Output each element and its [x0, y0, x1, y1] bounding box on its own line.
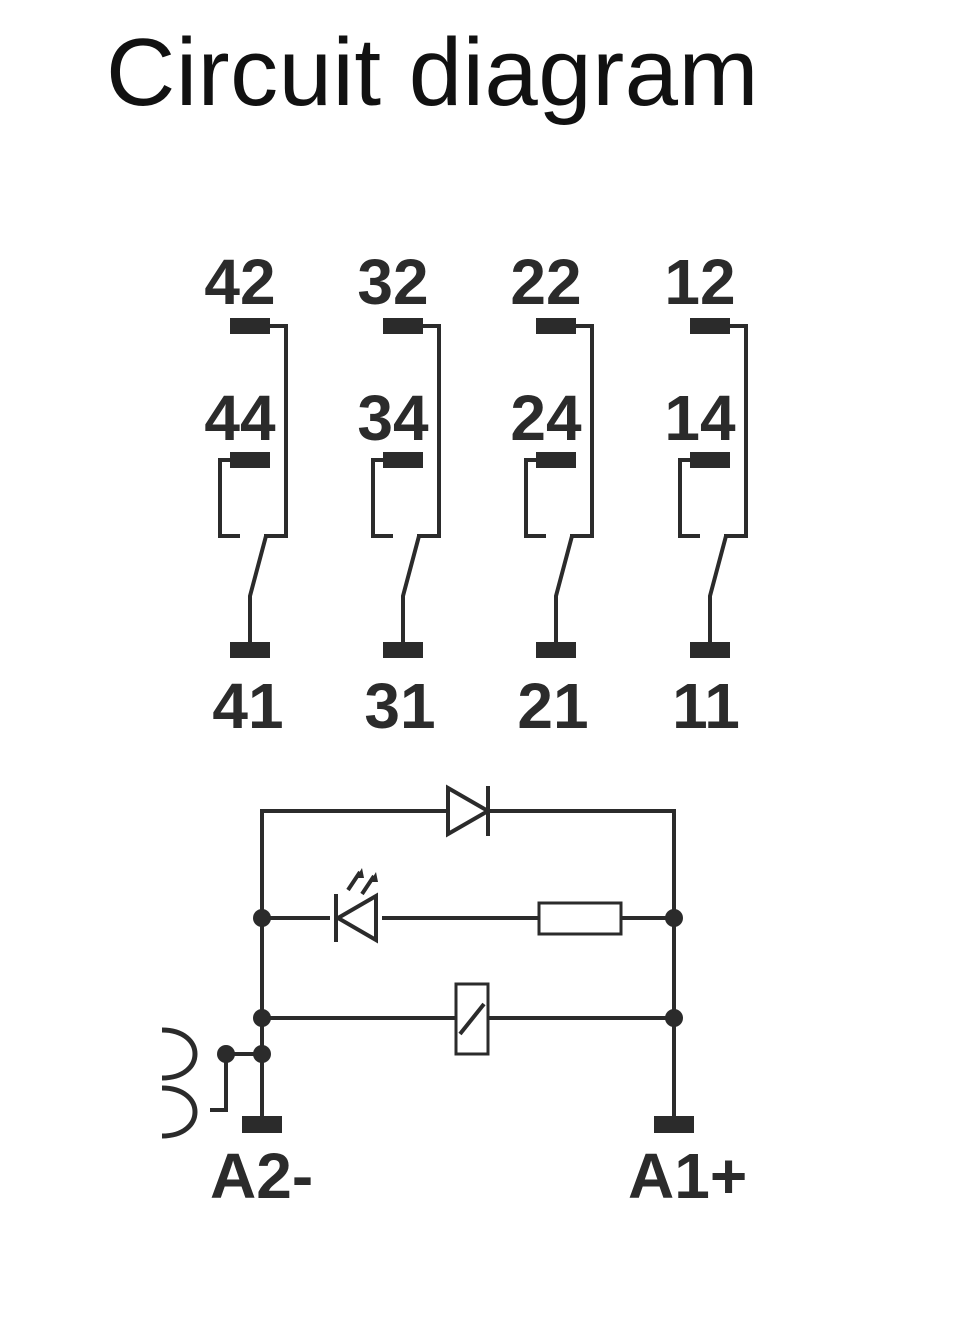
- contact-2-switch-blade: [554, 535, 574, 644]
- contact-3-common-terminal: [383, 642, 423, 658]
- contact-4-nc-terminal: [230, 318, 270, 334]
- contact-1-nc-wire: [724, 324, 748, 538]
- contact-4-switch-blade: [248, 535, 268, 644]
- contact-group-1: 12 14 11: [664, 246, 748, 742]
- contact-1-no-wire: [678, 458, 700, 538]
- contact-3-switch-blade: [401, 535, 421, 644]
- contact-3-nc-terminal: [383, 318, 423, 334]
- contact-3-nc-wire: [417, 324, 441, 538]
- contact-1-nc-label: 12: [664, 246, 735, 318]
- junction-dot: [253, 909, 271, 927]
- contact-4-no-terminal: [230, 452, 270, 468]
- bridge-connector-icon: [161, 1027, 262, 1139]
- contact-1-common-terminal: [690, 642, 730, 658]
- a2-terminal: [242, 1116, 282, 1133]
- contact-3-no-wire: [371, 458, 393, 538]
- contact-1-no-label: 14: [664, 382, 736, 454]
- diode-icon: [446, 784, 493, 838]
- contact-3-nc-label: 32: [357, 246, 428, 318]
- contact-2-nc-terminal: [536, 318, 576, 334]
- contact-1-nc-terminal: [690, 318, 730, 334]
- contact-4-nc-label: 42: [204, 246, 275, 318]
- contact-4-common-label: 41: [212, 670, 283, 742]
- a2-label: A2-: [210, 1140, 313, 1212]
- a1-terminal: [654, 1116, 694, 1133]
- contact-3-no-label: 34: [357, 382, 429, 454]
- contact-4-no-wire: [218, 458, 240, 538]
- contact-4-nc-wire: [264, 324, 288, 538]
- contact-2-no-wire: [524, 458, 546, 538]
- contact-4-no-label: 44: [204, 382, 276, 454]
- coil-circuit: A2- A1+: [161, 784, 747, 1212]
- circuit-rails: [260, 809, 676, 1118]
- contact-1-switch-blade: [708, 535, 728, 644]
- contact-2-nc-wire: [570, 324, 594, 538]
- contact-3-common-label: 31: [364, 670, 435, 742]
- contact-2-common-terminal: [536, 642, 576, 658]
- contact-group-2: 22 24 21: [510, 246, 594, 742]
- relay-coil-icon: [454, 982, 490, 1056]
- contact-group-3: 32 34 31: [357, 246, 441, 742]
- junction-dot: [665, 909, 683, 927]
- contact-2-common-label: 21: [517, 670, 588, 742]
- junction-dot: [253, 1009, 271, 1027]
- page-title: Circuit diagram: [106, 19, 760, 126]
- contact-2-nc-label: 22: [510, 246, 581, 318]
- led-icon: [330, 868, 382, 944]
- resistor-icon: [537, 901, 623, 936]
- junction-dot: [665, 1009, 683, 1027]
- contact-4-common-terminal: [230, 642, 270, 658]
- contact-group-4: 42 44 41: [204, 246, 288, 742]
- contact-1-no-terminal: [690, 452, 730, 468]
- contact-2-no-terminal: [536, 452, 576, 468]
- a1-label: A1+: [628, 1140, 747, 1212]
- contact-3-no-terminal: [383, 452, 423, 468]
- contact-2-no-label: 24: [510, 382, 582, 454]
- contact-1-common-label: 11: [672, 670, 740, 742]
